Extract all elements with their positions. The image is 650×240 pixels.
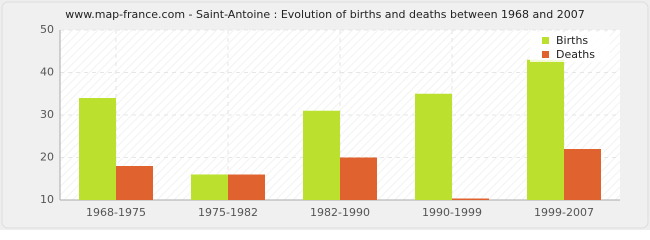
y-tick-label: 40 <box>40 66 54 79</box>
chart: www.map-france.com - Saint-Antoine : Evo… <box>0 0 650 230</box>
legend-swatch <box>542 37 549 44</box>
y-tick-label: 10 <box>40 193 54 206</box>
legend-label: Births <box>556 34 588 47</box>
bar <box>452 198 489 200</box>
bar <box>415 93 452 200</box>
chart-title: www.map-france.com - Saint-Antoine : Evo… <box>65 8 584 21</box>
bar <box>303 110 340 200</box>
bar <box>116 166 153 200</box>
bar <box>191 174 228 200</box>
x-tick-label: 1990-1999 <box>422 206 482 219</box>
x-tick-label: 1968-1975 <box>86 206 146 219</box>
x-tick-label: 1982-1990 <box>310 206 370 219</box>
legend-label: Deaths <box>556 48 595 61</box>
y-tick-label: 30 <box>40 108 54 121</box>
x-tick-label: 1999-2007 <box>534 206 594 219</box>
bar <box>340 157 377 200</box>
bar <box>527 59 564 200</box>
y-tick-label: 50 <box>40 23 54 36</box>
y-tick-label: 20 <box>40 151 54 164</box>
bar <box>228 174 265 200</box>
bar <box>564 149 601 200</box>
x-tick-label: 1975-1982 <box>198 206 258 219</box>
bar <box>79 98 116 200</box>
legend-swatch <box>542 51 549 58</box>
